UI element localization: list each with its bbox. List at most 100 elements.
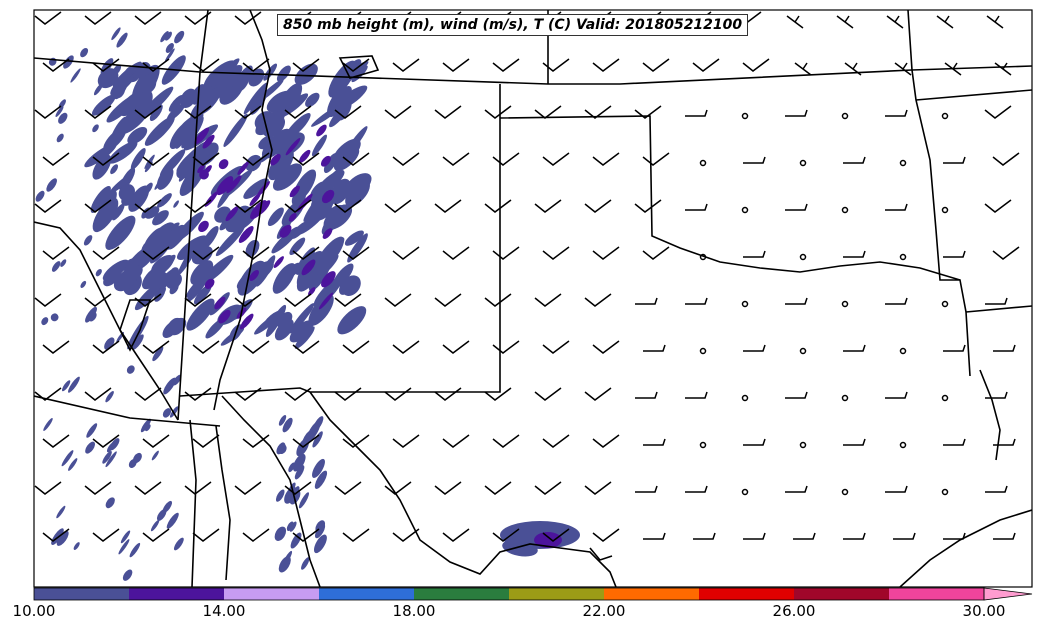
shading-patch <box>226 175 242 194</box>
coastlines <box>34 10 1032 587</box>
wind-barb <box>986 15 1004 29</box>
shading-patch <box>301 259 316 276</box>
shading-patch <box>124 144 134 156</box>
wind-barb <box>844 62 862 76</box>
wind-barb <box>434 105 462 119</box>
wind-barb <box>292 528 320 542</box>
shading-patch <box>198 220 209 233</box>
state-borders <box>34 10 1032 587</box>
shading-patch <box>68 458 78 471</box>
shading-patch <box>124 73 135 87</box>
wind-barb <box>84 11 112 25</box>
wind-barb <box>292 340 320 354</box>
wind-barb <box>885 297 908 305</box>
wind-barb <box>484 293 512 307</box>
shading-patch <box>58 112 68 124</box>
shading-patch <box>332 263 354 289</box>
shading-patch <box>105 391 114 403</box>
wind-barb <box>592 58 620 72</box>
shading-patch <box>80 280 87 288</box>
wind-barb <box>542 152 570 166</box>
wind-barb <box>242 246 270 260</box>
wind-barb <box>843 438 866 446</box>
wind-barb <box>442 340 470 354</box>
wind-barb <box>635 297 658 305</box>
wind-barb <box>542 58 570 72</box>
shading-patch <box>110 164 119 175</box>
shading-patch <box>268 148 294 181</box>
wind-barb <box>92 246 120 260</box>
wind-barb <box>584 199 612 213</box>
wind-barb <box>334 293 362 307</box>
shading-patch <box>322 228 333 239</box>
wind-barb <box>392 340 420 354</box>
calm-wind-circle <box>841 300 849 308</box>
wind-barb <box>885 109 908 117</box>
wind-barb <box>142 434 170 448</box>
colorbar-bin <box>414 588 510 600</box>
shading-patch <box>243 82 268 115</box>
shading-patch <box>216 176 234 196</box>
wind-barb <box>985 297 1008 305</box>
shading-patch <box>285 262 301 279</box>
calm-wind-circle <box>699 347 707 355</box>
shading-patch <box>158 286 166 295</box>
map-border <box>33 9 1033 588</box>
wind-barb <box>584 293 612 307</box>
wind-barb <box>142 340 170 354</box>
shading-patch <box>151 450 159 461</box>
wind-barb <box>994 62 1012 76</box>
shading-patch <box>124 168 134 181</box>
calm-wind-circle <box>899 441 907 449</box>
shading-patch <box>156 509 167 521</box>
shading-patch <box>62 450 74 466</box>
shading-patch <box>169 283 179 295</box>
wind-barb <box>42 246 70 260</box>
shading-patch <box>261 128 292 159</box>
shading-patch <box>298 149 311 163</box>
wind-barb <box>384 481 412 495</box>
wind-barb <box>992 246 1020 260</box>
shading-patch <box>73 542 80 550</box>
shading-patch <box>70 68 81 83</box>
wind-barb <box>184 387 212 401</box>
colorbar-tick-label: 10.00 <box>12 602 56 620</box>
wind-barb <box>34 11 62 25</box>
wind-barb <box>785 485 808 493</box>
wind-barb <box>643 344 666 352</box>
shading-patch <box>289 521 297 532</box>
wind-barb <box>34 387 62 401</box>
shading-patch <box>290 532 302 549</box>
shading-patch <box>127 65 135 75</box>
shading-patch <box>288 462 296 473</box>
wind-barb <box>384 199 412 213</box>
shading-patch <box>305 92 320 108</box>
shading-patch <box>254 312 281 335</box>
shading-patch <box>534 532 562 548</box>
wind-barb <box>234 199 262 213</box>
wind-barb <box>692 58 720 72</box>
wind-barb <box>142 152 170 166</box>
shading-patch <box>315 523 326 539</box>
wind-barb <box>984 199 1012 213</box>
wind-barb <box>284 387 312 401</box>
shading-patch <box>341 275 361 296</box>
shading-patch <box>190 260 214 286</box>
wind-barb <box>384 387 412 401</box>
wind-barb <box>384 293 412 307</box>
shading-patch <box>118 103 151 135</box>
wind-barb <box>134 105 162 119</box>
wind-barb <box>142 246 170 260</box>
shading-patch <box>277 82 303 116</box>
wind-barb <box>42 58 70 72</box>
wind-barb <box>492 528 520 542</box>
wind-barb <box>534 387 562 401</box>
calm-wind-circle <box>799 253 807 261</box>
shading-patch <box>68 376 80 393</box>
wind-barb <box>492 434 520 448</box>
wind-barb <box>284 293 312 307</box>
wind-barb <box>42 434 70 448</box>
shading-patch <box>308 287 316 296</box>
shading-patch <box>46 178 57 192</box>
shading-patch <box>274 526 287 541</box>
